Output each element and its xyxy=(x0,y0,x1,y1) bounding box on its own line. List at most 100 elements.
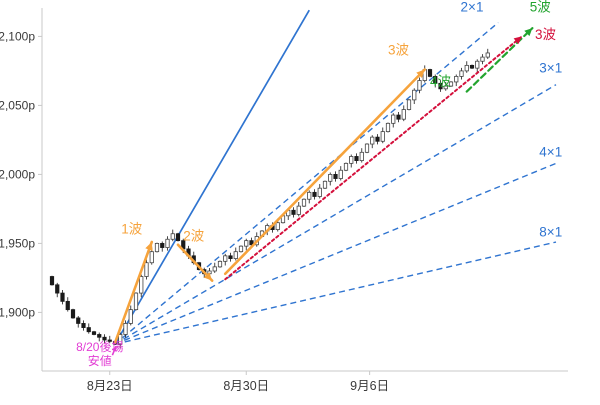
candle-body xyxy=(149,251,154,264)
candle-body xyxy=(469,64,475,69)
gann-line-label: 3×1 xyxy=(539,60,562,75)
candle-body xyxy=(118,334,123,345)
candle-body xyxy=(333,173,338,179)
candle-body xyxy=(406,99,412,110)
wave-arrows xyxy=(113,27,534,345)
gann-line xyxy=(114,241,557,345)
candle-body xyxy=(364,143,370,153)
gann-fan: 2×1 3×1 4×1 8×1 xyxy=(114,0,562,345)
candle-body xyxy=(427,69,433,77)
candle-body xyxy=(102,336,107,341)
candle-body xyxy=(448,81,454,87)
wave2-arrow xyxy=(176,243,214,282)
gann-line xyxy=(114,84,557,345)
candle-body xyxy=(349,156,354,164)
candle-body xyxy=(238,245,244,253)
wave1-arrow xyxy=(113,240,154,345)
candle-body xyxy=(139,276,144,294)
x-tick-label: 9月6日 xyxy=(350,379,389,393)
y-tick-label: 2,000p xyxy=(0,167,35,181)
candle-body xyxy=(343,162,349,171)
wave-label: 4波 xyxy=(430,74,452,89)
wave3-projection-arrow xyxy=(224,35,523,281)
wave-labels: 1波 2波 3波 4波 5波 3波 xyxy=(121,0,556,244)
candle-body xyxy=(433,76,438,84)
low-annotation-text: 8/20後場 xyxy=(76,340,123,354)
candle-body xyxy=(359,151,364,162)
candles xyxy=(49,48,490,349)
candle-body xyxy=(380,131,385,142)
candle-body xyxy=(475,60,480,69)
wave3-arrow xyxy=(223,68,427,276)
gann-line xyxy=(114,162,557,345)
candle-body xyxy=(322,180,328,189)
candle-body xyxy=(485,52,490,58)
y-tick-label: 1,950p xyxy=(0,236,35,250)
candle-body xyxy=(396,114,401,120)
candle-body xyxy=(228,255,233,259)
candle-body xyxy=(65,300,70,311)
wave-label: 3波 xyxy=(535,27,557,42)
candle-body xyxy=(154,242,160,253)
candle-body xyxy=(212,266,217,272)
x-axis-ticks: 8月23日 8月30日 9月6日 xyxy=(87,371,389,393)
candle-body xyxy=(249,240,254,246)
candle-body xyxy=(233,251,238,259)
candle-body xyxy=(443,85,448,90)
candle-body xyxy=(60,292,65,302)
candle-body xyxy=(81,323,86,328)
gann-line-label: 2×1 xyxy=(461,0,484,15)
candle-body xyxy=(338,169,343,179)
candle-body xyxy=(291,209,296,215)
candle-body xyxy=(133,292,139,311)
candle-body xyxy=(375,136,380,142)
candle-body xyxy=(217,260,223,268)
candle-body xyxy=(401,109,406,120)
x-tick-label: 8月30日 xyxy=(223,379,269,393)
candle-body xyxy=(160,242,165,248)
low-annotation-text: 安値 xyxy=(88,353,112,368)
gann-line xyxy=(114,9,310,345)
candle-body xyxy=(55,284,60,294)
wave-label: 5波 xyxy=(530,0,552,15)
candle-body xyxy=(170,233,175,240)
candle-body xyxy=(354,156,359,162)
wave-label: 2波 xyxy=(183,229,205,244)
candle-body xyxy=(223,255,228,262)
candle-body xyxy=(76,317,81,324)
candle-body xyxy=(312,191,317,197)
gann-line xyxy=(114,22,499,345)
candle-body xyxy=(307,191,312,200)
candle-body xyxy=(370,136,375,145)
candle-body xyxy=(296,205,301,215)
y-tick-label: 2,050p xyxy=(0,98,35,112)
candle-body xyxy=(385,122,391,133)
candle-body xyxy=(128,309,133,324)
candle-body xyxy=(480,56,485,62)
y-axis-ticks: 2,100p 2,050p 2,000p 1,950p 1,900p xyxy=(0,29,42,319)
gann-line-label: 8×1 xyxy=(539,225,562,240)
candle-body xyxy=(70,309,76,319)
candle-body xyxy=(412,89,417,101)
candle-body xyxy=(459,70,464,77)
candle-body xyxy=(275,222,280,230)
x-tick-label: 8月23日 xyxy=(87,379,133,393)
wave5-projection-arrow xyxy=(465,27,534,93)
candle-body xyxy=(244,240,249,247)
candle-body xyxy=(328,173,333,182)
candle-body xyxy=(91,331,97,335)
candle-body xyxy=(417,80,422,91)
y-tick-label: 1,900p xyxy=(0,305,35,319)
candle-body xyxy=(123,323,128,335)
candle-body xyxy=(144,262,149,277)
wave-label: 1波 xyxy=(121,222,143,237)
candle-body xyxy=(97,334,102,338)
candle-body xyxy=(175,233,181,242)
axes xyxy=(41,8,568,372)
wave-label: 3波 xyxy=(388,42,410,57)
y-tick-label: 2,100p xyxy=(0,29,35,43)
candle-body xyxy=(464,64,469,72)
